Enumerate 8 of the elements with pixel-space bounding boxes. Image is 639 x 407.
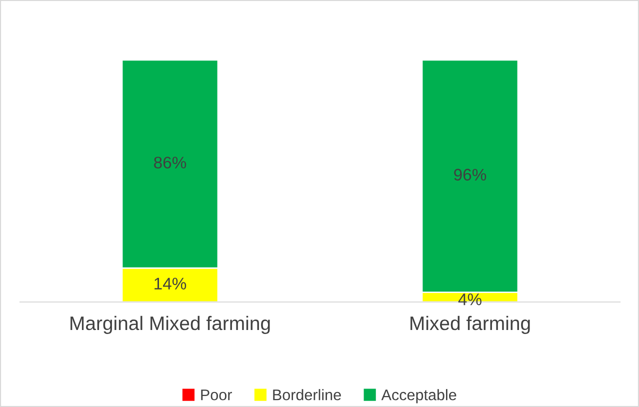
legend-label: Acceptable [381,389,456,404]
legend-label: Poor [201,390,232,400]
x-tick-label: Mixed farming [410,316,530,334]
data-label: 96% [454,168,486,181]
x-tick-label: Marginal Mixed farming [70,316,270,334]
legend-label: Borderline [273,389,341,400]
data-label: 14% [154,278,186,290]
data-label: 86% [154,156,186,168]
